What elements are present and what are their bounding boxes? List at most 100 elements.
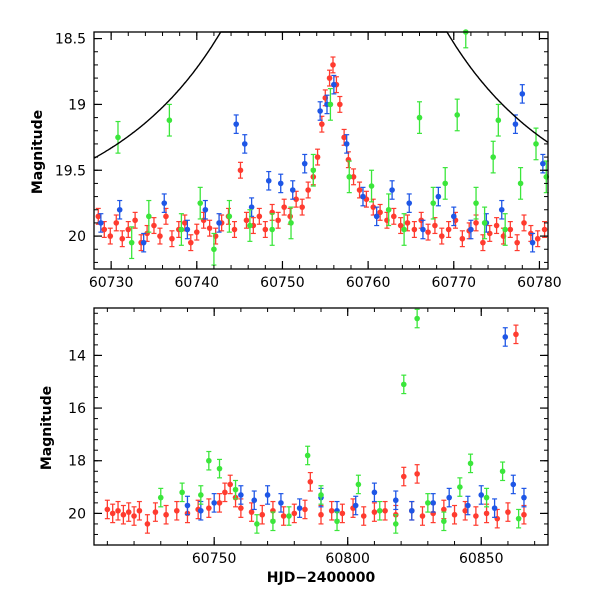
data-point xyxy=(502,327,509,347)
data-point xyxy=(510,474,517,495)
top-series-layer xyxy=(95,29,550,266)
data-point xyxy=(514,234,520,252)
data-point xyxy=(227,474,233,495)
data-point xyxy=(198,485,204,505)
data-point xyxy=(299,198,305,216)
data-point xyxy=(131,506,137,526)
data-point xyxy=(241,134,248,154)
data-point xyxy=(128,226,135,260)
data-point xyxy=(206,498,212,518)
data-point xyxy=(339,503,346,524)
data-point xyxy=(356,181,363,199)
data-point xyxy=(278,493,284,513)
top-axis-ticks: 60730 60740 60750 60760 60770 60780 18.5 19 19.5… xyxy=(55,32,562,291)
data-point xyxy=(441,511,447,532)
x-tick-label: 60730 xyxy=(89,275,134,291)
data-point xyxy=(269,213,275,246)
data-point xyxy=(304,445,311,466)
data-point xyxy=(248,502,255,522)
data-point xyxy=(293,190,299,208)
data-point xyxy=(419,506,426,526)
data-point xyxy=(462,500,469,521)
y-tick-label: 16 xyxy=(68,401,86,417)
data-point xyxy=(486,224,493,242)
data-point xyxy=(400,374,407,395)
data-point xyxy=(95,207,102,225)
data-point xyxy=(317,101,323,121)
x-tick-label: 60750 xyxy=(260,275,305,291)
top-y-axis-label: Magnitude xyxy=(30,110,46,194)
data-point xyxy=(432,217,438,235)
data-point xyxy=(226,199,233,233)
data-point xyxy=(430,493,436,513)
x-tick-label: 60750 xyxy=(192,551,237,567)
data-point xyxy=(371,502,378,522)
data-point xyxy=(104,499,111,520)
data-point xyxy=(360,186,366,207)
data-point xyxy=(397,217,404,235)
data-point xyxy=(206,450,212,471)
data-point xyxy=(392,514,399,534)
data-point xyxy=(502,213,508,246)
data-point xyxy=(491,498,498,518)
data-point xyxy=(119,230,126,248)
data-point xyxy=(281,198,287,216)
data-point xyxy=(473,186,479,220)
data-point xyxy=(146,199,152,233)
data-point xyxy=(505,502,511,522)
data-point xyxy=(534,230,541,248)
data-point xyxy=(233,114,239,134)
data-point xyxy=(400,466,407,487)
data-point xyxy=(211,493,217,513)
data-point xyxy=(330,56,336,74)
data-point xyxy=(435,186,442,207)
data-point xyxy=(457,477,463,497)
data-point xyxy=(197,186,204,220)
data-point xyxy=(515,508,522,529)
data-point xyxy=(310,153,317,187)
data-point xyxy=(371,482,378,503)
data-point xyxy=(376,500,383,521)
data-point xyxy=(529,232,536,253)
data-point xyxy=(184,495,191,516)
data-point xyxy=(314,148,321,166)
data-point xyxy=(296,498,303,518)
data-point xyxy=(157,487,164,508)
x-tick-label: 60780 xyxy=(517,275,562,291)
data-point xyxy=(222,482,228,503)
data-point xyxy=(178,213,185,246)
data-point xyxy=(202,199,209,220)
bottom-axis-ticks: 60750 60800 60850 14 16 18 20 xyxy=(68,308,548,567)
data-point xyxy=(454,98,461,132)
x-tick-label: 60770 xyxy=(432,275,477,291)
data-point xyxy=(521,487,527,508)
data-point xyxy=(337,95,343,113)
data-point xyxy=(392,490,399,511)
data-point xyxy=(411,221,418,238)
data-point xyxy=(467,453,474,474)
data-point xyxy=(264,485,271,505)
data-point xyxy=(414,308,420,329)
x-tick-label: 60740 xyxy=(175,275,220,291)
data-point xyxy=(327,88,334,121)
data-point xyxy=(391,207,397,225)
data-point xyxy=(288,206,294,240)
data-point xyxy=(373,206,380,227)
data-point xyxy=(113,214,120,232)
data-point xyxy=(446,487,452,508)
data-point xyxy=(98,213,104,233)
data-point xyxy=(216,458,223,479)
data-point xyxy=(494,508,501,529)
model-curve xyxy=(93,31,549,159)
data-point xyxy=(101,221,108,238)
y-tick-label: 18 xyxy=(68,454,86,470)
data-point xyxy=(216,493,223,513)
data-point xyxy=(334,511,340,532)
data-point xyxy=(116,199,123,220)
data-point xyxy=(363,190,370,208)
data-point xyxy=(490,140,496,174)
data-point xyxy=(140,232,147,253)
data-point xyxy=(360,506,367,526)
data-point xyxy=(125,221,132,238)
data-point xyxy=(507,221,514,238)
